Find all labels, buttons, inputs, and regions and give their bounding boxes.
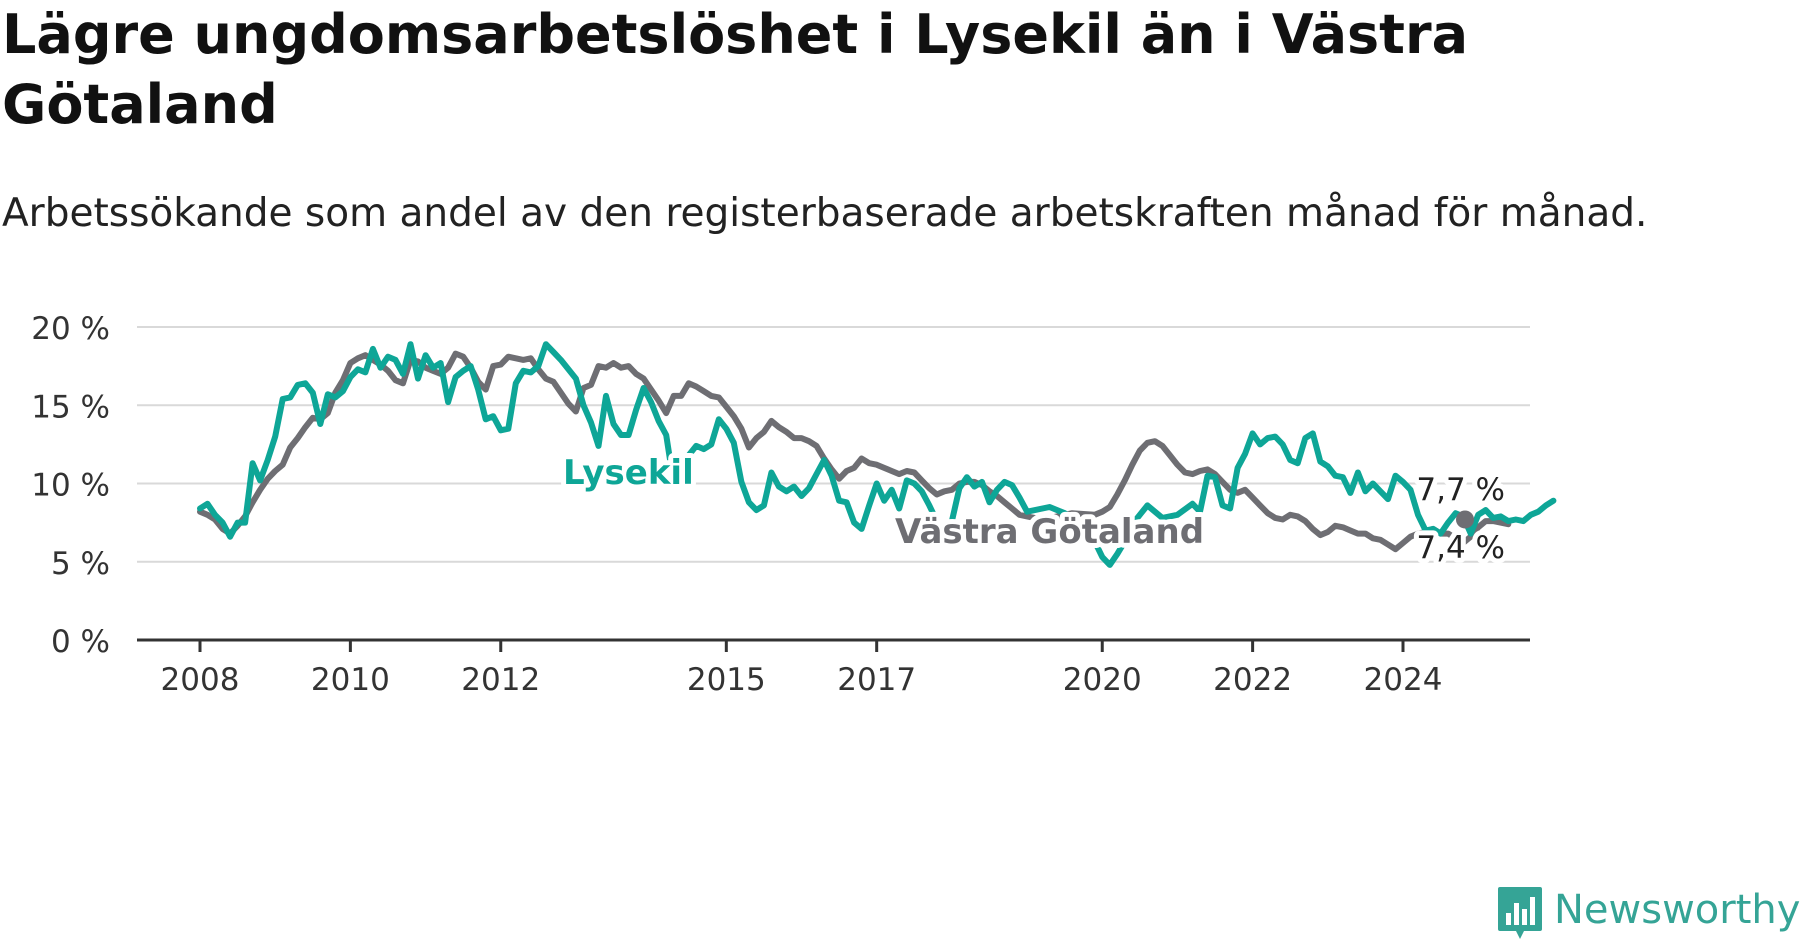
bar-chart-logo-icon <box>1498 887 1542 939</box>
x-tick-label: 2017 <box>837 662 916 698</box>
x-tick-label: 2012 <box>461 662 540 698</box>
x-axis: 2008 2010 2012 2015 2017 2020 2022 2024 <box>137 638 1530 698</box>
y-tick-label: 10 % <box>31 468 110 504</box>
brand-name: Newsworthy <box>1554 887 1800 933</box>
x-tick-label: 2020 <box>1063 662 1142 698</box>
x-tick-label: 2022 <box>1213 662 1292 698</box>
series-lines <box>197 341 1557 568</box>
end-label-lower: 7,4 % <box>1416 530 1505 566</box>
chart-subtitle: Arbetssökande som andel av den registerb… <box>2 191 1648 236</box>
end-point-marker <box>1456 510 1474 529</box>
y-tick-label: 15 % <box>31 389 110 425</box>
y-tick-label: 20 % <box>31 311 110 347</box>
series-line-lysekil <box>197 341 1557 568</box>
series-label-vastra-gotaland: Västra Götaland <box>895 512 1204 552</box>
x-tick-label: 2015 <box>687 662 766 698</box>
grid-lines <box>137 326 1530 563</box>
end-label-upper: 7,7 % <box>1416 472 1505 508</box>
chart-title: Lägre ungdomsarbetslöshet i Lysekil än i… <box>2 3 1469 136</box>
y-tick-label: 5 % <box>51 546 110 582</box>
series-label-vastra-gotaland-halo: Västra Götaland <box>895 512 1204 552</box>
y-tick-label: 0 % <box>51 624 110 660</box>
series-label-lysekil-halo: Lysekil <box>563 453 694 493</box>
end-label-lower-halo: 7,4 % <box>1416 530 1505 566</box>
end-label-upper-halo: 7,7 % <box>1416 472 1505 508</box>
series-label-lysekil: Lysekil <box>563 453 694 493</box>
y-axis-ticks: 0 % 5 % 10 % 15 % 20 % <box>31 311 110 660</box>
newsworthy-brand: Newsworthy <box>1496 885 1800 941</box>
x-tick-label: 2010 <box>311 662 390 698</box>
x-tick-label: 2008 <box>161 662 240 698</box>
x-tick-label: 2024 <box>1364 662 1443 698</box>
